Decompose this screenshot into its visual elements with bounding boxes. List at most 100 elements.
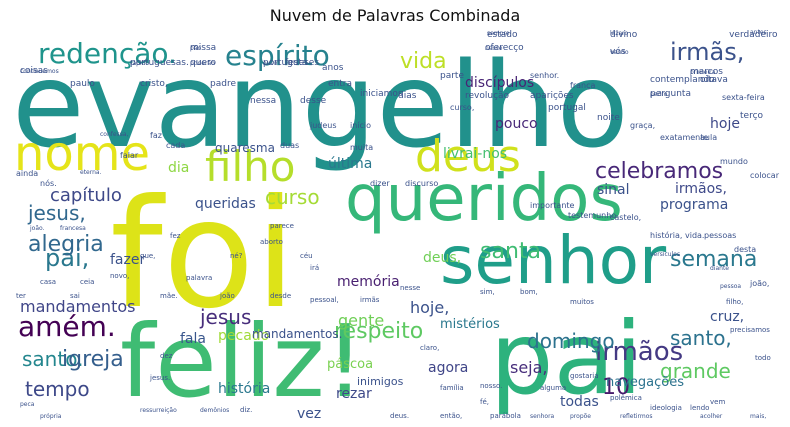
word-seja-: seja, [510,358,548,377]
word-desta: desta [734,245,756,254]
word-nessa: nessa [250,96,276,106]
word-muita: muita [350,143,373,152]
word-deus-: deus, [423,250,461,266]
word-muitos: muitos [570,298,594,306]
word-padre: padre [210,79,236,89]
word-celebramos: celebramos [595,159,723,184]
word-portugueses: portugueses [263,58,319,68]
word-marcos: marcos [690,67,723,77]
word-própria: própria [40,413,62,420]
word-dia: dia [168,160,189,176]
word-ressurreição: ressurreição [140,407,177,414]
word-contemplando: contemplando [650,75,715,85]
word-portugal: portugal [548,103,586,113]
word-pai-: pai, [45,244,89,272]
word-pecado: pecado [218,328,269,344]
word-fez: fez [170,232,181,240]
word-amém-: amém. [18,310,116,343]
word-ouvir: ouvir [263,60,279,67]
word-rápido: rápido [130,60,149,67]
word-semana: semana [670,247,757,272]
word-primeira: primeira [690,69,716,76]
word-nome: nome [14,126,150,182]
word-cada: cada [166,141,185,150]
word-senhor-: senhor. [530,71,559,80]
word-queridos: queridos [345,162,623,236]
word-desde: desde [270,292,291,300]
word-jesus-: jesus. [149,374,170,382]
word-precisamos: precisamos [730,326,770,334]
word-grande: grande [660,359,731,383]
word-parte: parte [440,71,464,81]
word-mais-: mais, [750,413,766,420]
word-nós-: nós. [40,178,57,188]
word-respeito: respeito [334,319,423,344]
word-claro-: claro, [420,344,439,352]
word-vem: vem [710,398,725,406]
word-versículos: versículos [650,251,680,258]
word-irmãos: irmãos [595,337,683,367]
word-coisas: coisas [20,66,48,76]
word-mãe-: mãe. [160,292,178,300]
word-continuemos: continuemos [20,68,59,75]
word-sai: sai [70,292,80,300]
word-então-: então, [440,412,462,420]
word-hoje-: hoje, [410,298,449,317]
word-gostaria: gostaria [570,372,599,380]
word-castelo-: castelo, [610,213,641,222]
word-ideologia: ideologia [650,404,682,412]
word-sim-: sim, [480,288,495,296]
word-francesa: francesa [60,225,86,232]
word-diz-: diz. [240,406,252,414]
word-vós: vós [610,46,626,57]
word-foi: foi [110,168,296,342]
word-falar: falar [120,151,139,160]
word-fala: fala [180,331,206,347]
word-senhor: senhor [440,222,667,299]
word-desse: desse [300,96,327,106]
word-oferecço: oferecço [485,43,524,53]
word-aborto: aborto [260,238,283,246]
word-divino: divino [610,30,638,40]
word-verdadeiro: verdadeiro [729,30,778,40]
word-lázaro: lázaro [610,30,629,37]
word-senhora: senhora [530,413,555,420]
word-início: início [350,121,371,130]
word-ainda: ainda [16,169,38,178]
word-espírito: espírito [225,39,330,72]
word-irá: irá [310,264,319,272]
word-todas: todas [560,394,599,410]
word-joão: joão [219,292,235,300]
word-missa: missa [190,43,216,53]
word-entra: entra [328,79,352,89]
word-jesus: jesus [199,305,251,329]
word-demônios: demônios [200,407,229,414]
word-joão-: joão, [749,279,769,288]
word-páscoa: páscoa [327,357,373,372]
word-10: 10 [602,375,630,400]
word-tempo: tempo [25,377,90,401]
word-confessa-: confessa, [100,131,129,138]
word-capítulo: capítulo [50,185,122,206]
word-exatamente: exatamente [660,133,708,142]
word-santo-: santo. [22,347,83,371]
word-cruz-: cruz, [710,309,744,325]
word-nesse: nesse [485,45,503,52]
word-graça-: graça, [630,121,655,130]
word-festa: festa [285,58,307,68]
word-dizer: dizer [370,179,390,188]
word-sexta-feira: sexta-feira [722,93,765,102]
word-mandamentos: mandamentos [20,297,135,316]
word-noite: noite [597,113,620,123]
word-bom-: bom, [520,288,538,296]
word-terço: terço [740,111,764,121]
word-diante: diante [710,265,729,272]
word-eterna-: eterna. [80,169,102,176]
word-filho-: filho, [726,298,743,306]
word-quaresma: quaresma [215,141,275,155]
word-novo-: novo, [110,272,129,280]
word-iniciamos: iniciamos [360,89,403,99]
word-pessoas: pessoas [704,231,736,240]
word-discurso: discurso [405,179,438,188]
